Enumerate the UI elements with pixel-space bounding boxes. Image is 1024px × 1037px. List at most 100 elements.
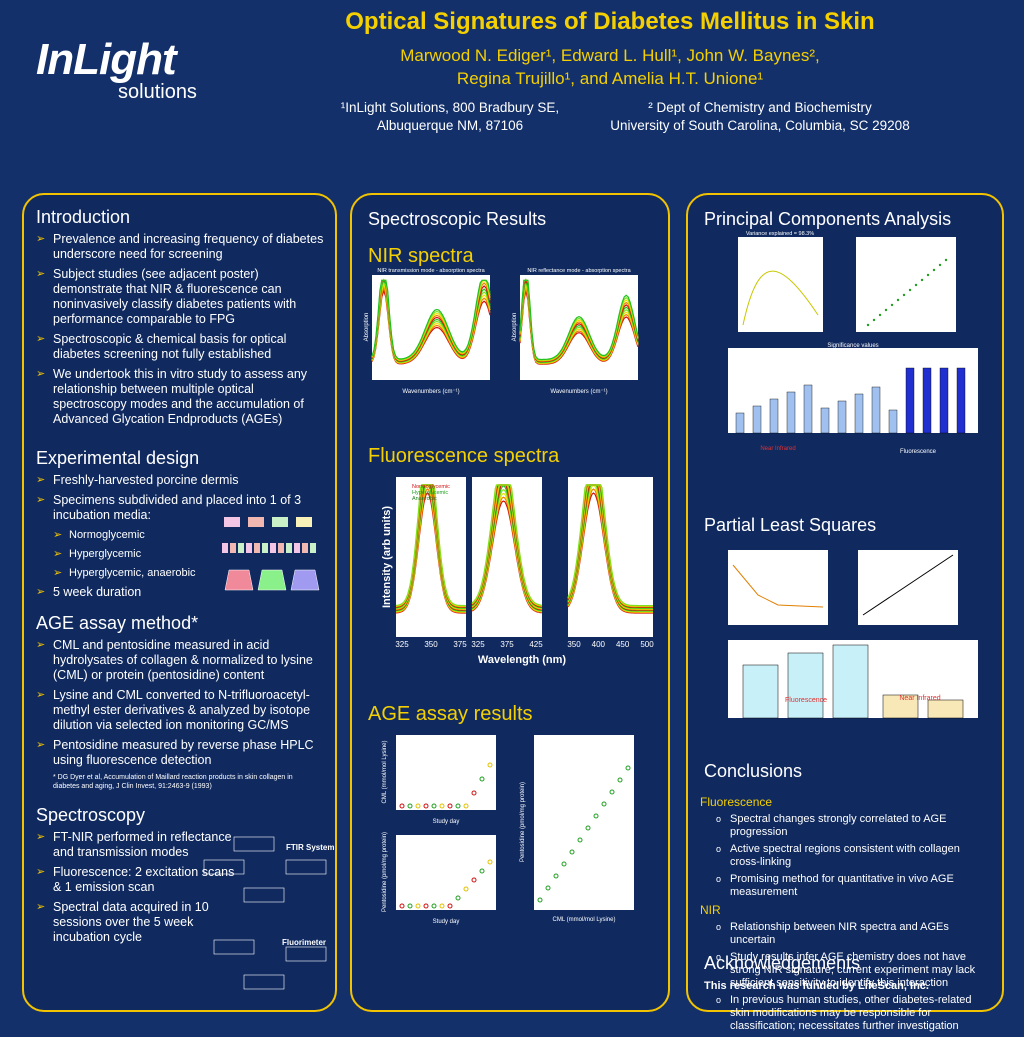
point — [593, 813, 599, 819]
sub-bullet: Normoglycemic — [36, 528, 306, 543]
logo: InLight solutions — [36, 38, 206, 108]
figures: NIR transmission mode - absorption spect… — [364, 268, 654, 925]
point — [561, 861, 567, 867]
heading: AGE assay method* — [36, 613, 199, 633]
bar — [956, 367, 966, 434]
bar — [787, 652, 824, 719]
point — [463, 803, 469, 809]
point — [896, 298, 900, 302]
list: Freshly-harvested porcine dermis Specimen… — [36, 473, 306, 600]
authors: Marwood N. Ediger¹, Edward L. Hull¹, Joh… — [230, 44, 990, 90]
list: Spectral changes strongly correlated to … — [700, 813, 990, 899]
bullet: In previous human studies, other diabete… — [700, 994, 990, 1033]
bullet: Fluorescence: 2 excitation scans & 1 emi… — [36, 865, 236, 895]
bullet: Prevalence and increasing frequency of d… — [36, 232, 328, 262]
plot-bg — [728, 348, 978, 433]
affiliation: ² Dept of Chemistry and Biochemistry Uni… — [590, 99, 930, 135]
point — [884, 308, 888, 312]
point — [902, 293, 906, 297]
group-label: Fluorescence — [785, 697, 827, 704]
subheading: NIR — [700, 903, 721, 917]
x-tick-label: 375 — [453, 640, 467, 649]
bullet: Subject studies (see adjacent poster) de… — [36, 267, 328, 327]
curve — [732, 564, 824, 608]
point — [872, 318, 876, 322]
heading: Principal Components Analysis — [704, 209, 952, 229]
bullet: Study results infer AGE chemistry does n… — [700, 951, 990, 990]
heading: Partial Least Squares — [704, 515, 877, 535]
y-label: Absorption — [364, 313, 370, 342]
point — [479, 868, 485, 874]
group-label: Near Infrared — [760, 446, 795, 452]
ack-text: This research was funded by LifeScan, In… — [704, 980, 929, 992]
x-tick-label: 400 — [592, 640, 606, 649]
device-box — [233, 836, 275, 852]
device-box — [285, 946, 327, 962]
axis-label: Study day — [433, 819, 460, 825]
chart-title: Variance explained = 98.3% — [746, 231, 814, 237]
point — [553, 873, 559, 879]
bar — [769, 398, 779, 434]
bar — [786, 391, 796, 434]
bar — [888, 409, 898, 434]
bullet: Active spectral regions consistent with … — [700, 843, 990, 869]
heading: NIR spectra — [368, 245, 474, 267]
device-box — [243, 887, 285, 903]
affil-line: University of South Carolina, Columbia, … — [610, 118, 910, 133]
heading: Spectroscopic Results — [368, 209, 547, 229]
x-tick-label: 450 — [616, 640, 630, 649]
bullet: Freshly-harvested porcine dermis — [36, 473, 306, 488]
bar — [752, 405, 762, 434]
spectrum — [519, 279, 639, 361]
affil-line: Albuquerque NM, 87106 — [376, 118, 524, 133]
y-label: Intensity (arb units) — [381, 506, 393, 608]
bar — [922, 367, 932, 434]
axis-label: CML (mmol/mol Lysine) — [382, 741, 388, 804]
point — [487, 762, 493, 768]
point — [914, 283, 918, 287]
spectrum — [567, 484, 653, 607]
sample-box — [310, 543, 316, 553]
point — [487, 859, 493, 865]
point — [439, 903, 445, 909]
legend: Anaerobic — [412, 496, 437, 502]
x-tick-label: 325 — [471, 640, 485, 649]
spectrum — [395, 484, 466, 607]
bullet: FT-NIR performed in reflectance and tran… — [36, 830, 236, 860]
point — [625, 765, 631, 771]
plot-bg — [728, 550, 828, 625]
bar — [742, 664, 779, 719]
point — [455, 895, 461, 901]
axis-label: CML (mmol/mol Lysine) — [553, 917, 616, 923]
axis-label: Pentosidine (pmol/mg protein) — [520, 782, 526, 862]
bar — [837, 400, 847, 434]
bar — [820, 407, 830, 434]
bullet: Specimens subdivided and placed into 1 o… — [36, 493, 306, 523]
conclusions: Fluorescence Spectral changes strongly co… — [700, 793, 990, 1037]
x-tick-label: 500 — [640, 640, 654, 649]
point — [471, 790, 477, 796]
point — [537, 897, 543, 903]
bar — [854, 393, 864, 434]
point — [890, 303, 894, 307]
point — [447, 903, 453, 909]
bar — [832, 644, 869, 719]
bar — [871, 386, 881, 434]
point — [423, 803, 429, 809]
point — [577, 837, 583, 843]
bar — [882, 694, 919, 719]
point — [471, 877, 477, 883]
point — [601, 801, 607, 807]
point — [938, 263, 942, 267]
section: Spectroscopy FT-NIR performed in reflecta… — [36, 805, 236, 950]
logo-brand: InLight — [36, 35, 177, 84]
bullet: Spectroscopic & chemical basis for optic… — [36, 332, 328, 362]
point — [447, 803, 453, 809]
plot-bg — [396, 735, 496, 810]
sub-bullet: Hyperglycemic, anaerobic — [36, 566, 306, 581]
curve — [742, 270, 819, 326]
bullet: CML and pentosidine measured in acid hyd… — [36, 638, 328, 683]
y-label: Absorption — [512, 313, 518, 342]
point — [455, 803, 461, 809]
